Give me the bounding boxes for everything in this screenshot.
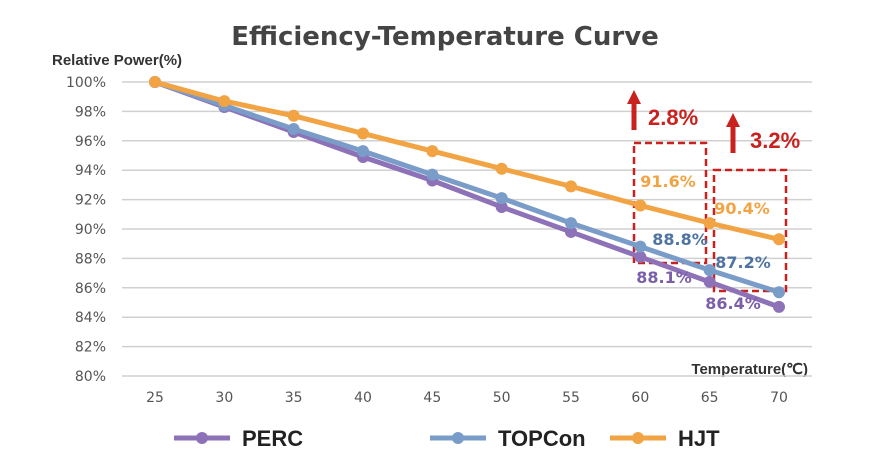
y-tick-label: 80% <box>75 369 106 385</box>
y-tick-label: 82% <box>75 340 106 356</box>
data-point-perc <box>495 200 508 213</box>
gain-annotation: 2.8% <box>648 105 698 130</box>
series-line-topcon <box>154 79 780 295</box>
data-point-perc <box>773 300 785 313</box>
y-tick-label: 96% <box>75 134 106 150</box>
data-point-topcon <box>634 240 647 253</box>
x-tick-label: 45 <box>423 390 441 406</box>
data-label: 88.8% <box>652 230 708 249</box>
data-point-hjt <box>565 180 577 193</box>
legend-label-hjt: HJT <box>678 426 720 451</box>
data-point-topcon <box>426 168 439 181</box>
data-label: 90.4% <box>714 199 770 218</box>
data-point-hjt <box>703 217 716 230</box>
legend-marker <box>452 432 464 444</box>
y-tick-label: 92% <box>75 193 106 209</box>
y-tick-label: 94% <box>75 163 106 179</box>
data-point-topcon <box>565 217 577 230</box>
data-label: 86.4% <box>705 294 761 313</box>
data-point-hjt <box>634 199 647 212</box>
data-point-hjt <box>287 109 300 122</box>
x-tick-label: 35 <box>285 390 303 406</box>
data-point-topcon <box>495 192 508 205</box>
gain-annotation: 3.2% <box>750 128 800 153</box>
data-point-topcon <box>357 145 369 158</box>
y-tick-label: 90% <box>75 222 106 238</box>
data-point-hjt <box>357 127 369 140</box>
data-point-hjt <box>149 76 161 88</box>
x-tick-label: 65 <box>701 390 719 406</box>
data-point-hjt <box>218 95 231 108</box>
x-tick-label: 70 <box>770 390 788 406</box>
legend-label-perc: PERC <box>242 426 303 451</box>
x-tick-label: 60 <box>631 390 649 406</box>
x-tick-label: 30 <box>215 390 233 406</box>
x-tick-label: 40 <box>354 390 372 406</box>
data-point-hjt <box>426 145 439 158</box>
data-point-perc <box>565 225 577 238</box>
y-tick-label: 98% <box>75 104 106 120</box>
data-point-perc <box>703 275 716 288</box>
x-tick-label: 50 <box>493 390 511 406</box>
data-label: 87.2% <box>715 253 771 272</box>
y-axis-label: Relative Power(%) <box>52 52 182 69</box>
data-point-topcon <box>773 286 785 299</box>
legend-marker <box>632 432 644 444</box>
x-axis-label: Temperature(℃) <box>691 361 808 378</box>
chart-title: Efficiency-Temperature Curve <box>231 22 659 52</box>
y-tick-label: 100% <box>66 75 106 91</box>
data-point-perc <box>634 250 647 263</box>
data-point-hjt <box>495 162 508 175</box>
data-label: 88.1% <box>636 268 692 287</box>
y-tick-label: 88% <box>75 251 106 267</box>
data-point-topcon <box>287 123 300 136</box>
up-arrow-icon <box>726 113 740 153</box>
series-line-hjt <box>154 79 780 242</box>
legend-label-topcon: TOPCon <box>498 426 586 451</box>
x-tick-label: 55 <box>562 390 580 406</box>
highlight-box-65 <box>712 168 788 293</box>
data-point-hjt <box>773 233 785 246</box>
legend-marker <box>196 432 208 444</box>
up-arrow-icon <box>627 90 641 130</box>
data-point-topcon <box>703 264 716 277</box>
data-label: 91.6% <box>640 172 696 191</box>
y-tick-label: 86% <box>75 281 106 297</box>
x-tick-label: 25 <box>146 390 164 406</box>
y-tick-label: 84% <box>75 310 106 326</box>
